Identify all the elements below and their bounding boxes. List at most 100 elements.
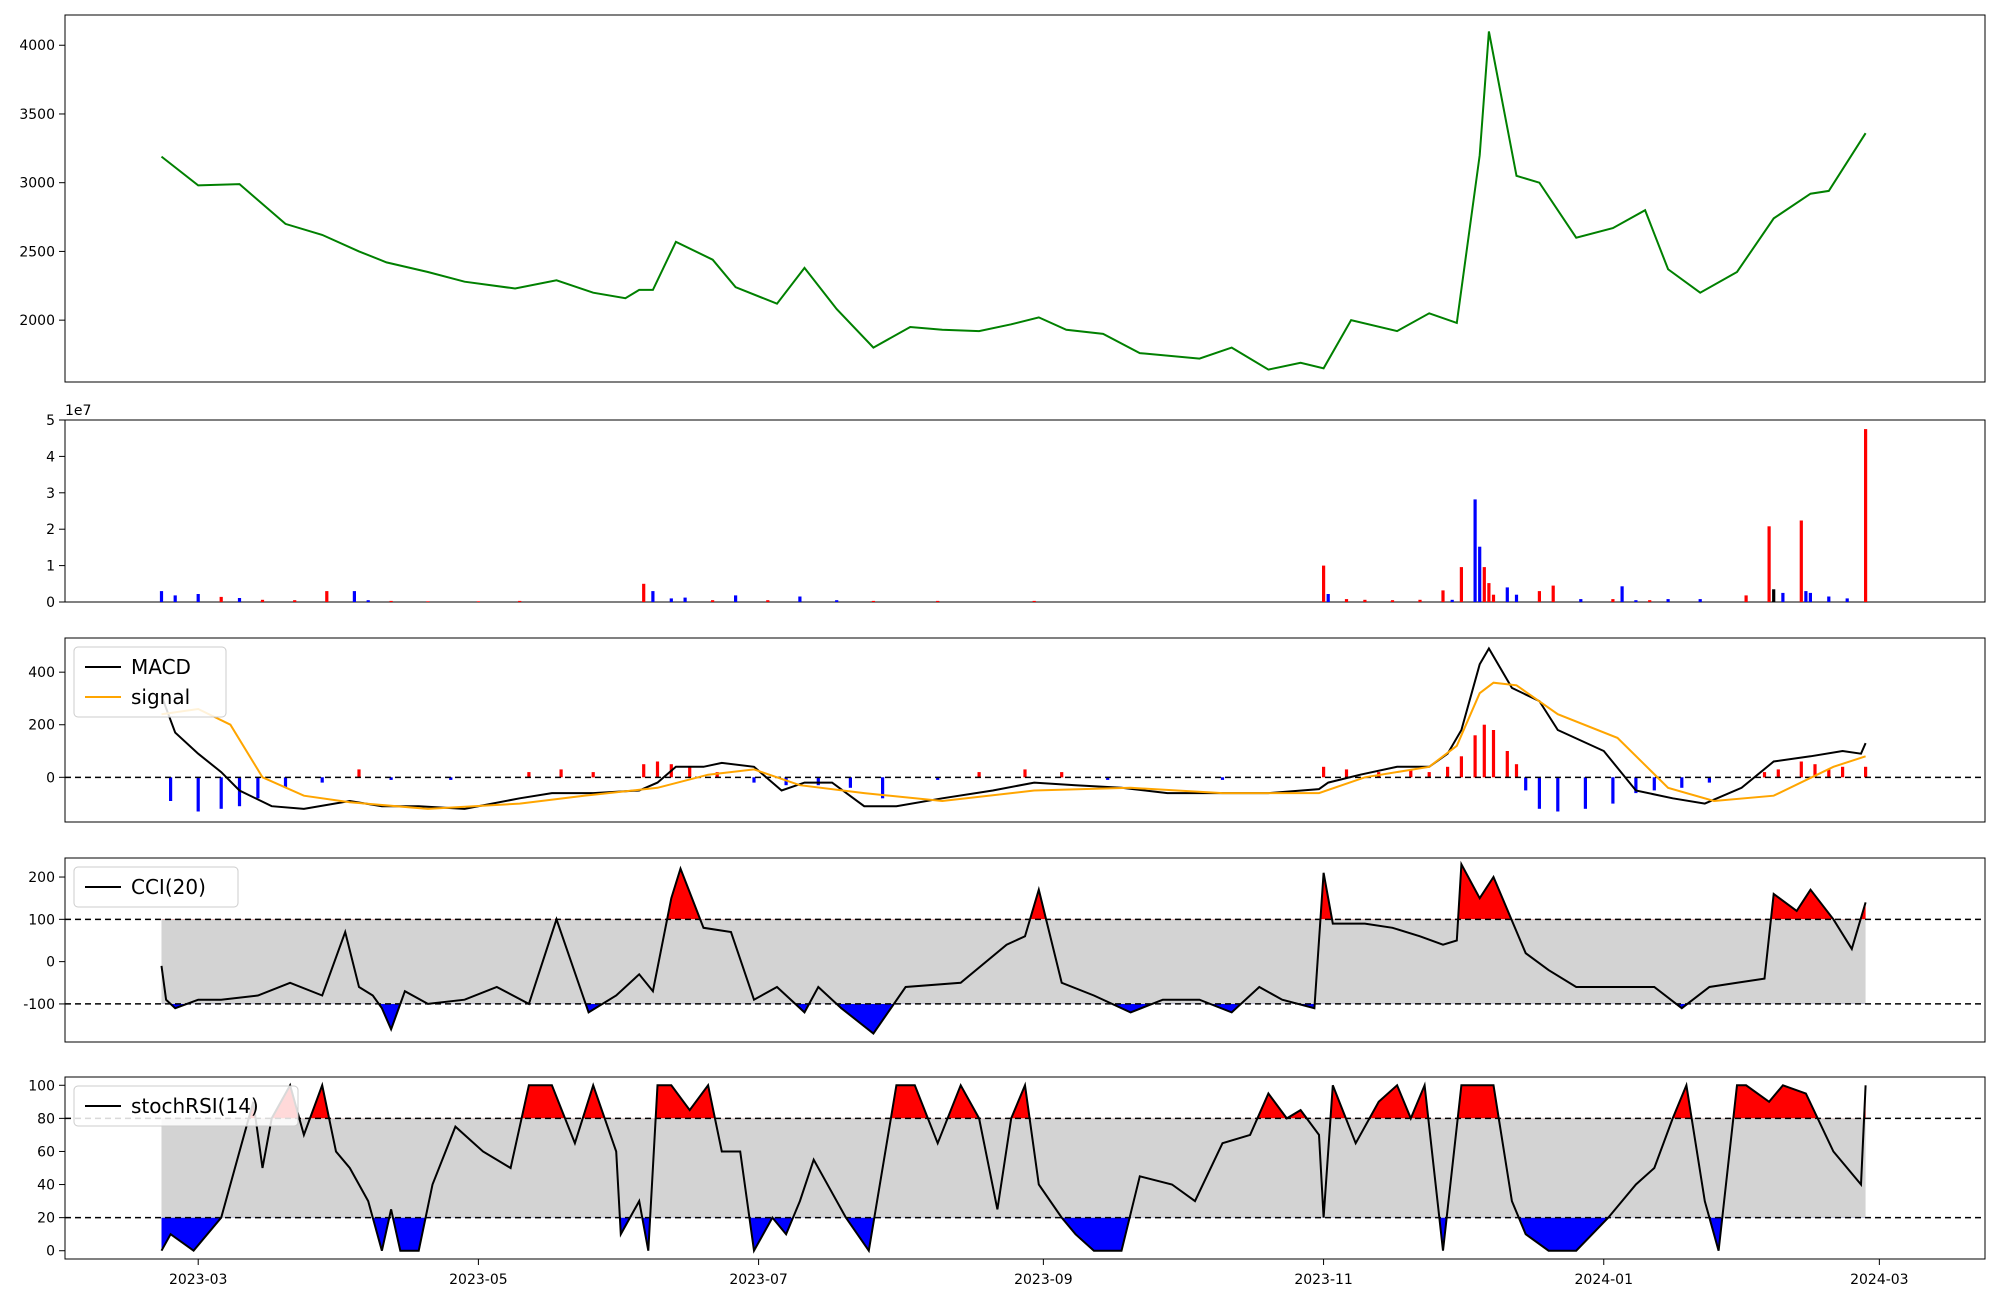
macd-histogram-bar [977,772,981,778]
volume-bar [237,598,242,602]
volume-bar [1322,565,1326,602]
macd-histogram-bar [219,777,223,809]
x-tick-label: 2023-03 [169,1272,228,1288]
volume-bar [1611,599,1615,602]
volume-bar [936,600,940,602]
x-tick-label: 2023-07 [729,1272,788,1288]
volume-bar [1648,600,1652,602]
macd-histogram-bar [1023,769,1027,778]
stochrsi-ytick-label: 20 [37,1211,55,1227]
volume-bar [1744,595,1748,602]
volume-bar [1551,585,1555,602]
macd-histogram-bar [237,777,242,807]
volume-bar [1326,594,1330,602]
stochrsi-legend-box [73,1085,299,1127]
volume-ytick-label: 1 [46,559,55,575]
volume-bar [642,583,646,602]
macd-histogram-bar [1459,756,1463,778]
volume-bar [1473,499,1477,602]
macd-histogram-bar [1707,777,1711,783]
volume-bar [1344,599,1349,602]
macd-ytick-label: 0 [46,770,55,786]
stochrsi-ytick-label: 100 [28,1078,55,1094]
macd-histogram-bar [1344,769,1349,778]
volume-multiplier-label: 1e7 [65,403,91,419]
macd-histogram-bar [1322,766,1326,778]
volume-panel: 0 1 2 3 4 5 1e7 [46,403,1986,611]
volume-bar [683,597,687,602]
macd-histogram-bar [1813,764,1817,778]
macd-histogram-bar [1799,761,1803,778]
macd-signal-line [161,681,1866,810]
macd-histogram-bar [1537,777,1541,809]
volume-bar [1804,591,1808,602]
volume-bar [766,600,770,602]
macd-histogram-bar [655,761,660,778]
volume-bar [1537,591,1541,602]
volume-bar [1634,600,1638,602]
macd-histogram-bar [1583,777,1587,809]
volume-bar [1772,589,1776,602]
macd-histogram-bar [1841,766,1845,778]
volume-bar [426,601,430,602]
macd-histogram-bar [389,777,393,780]
volume-bar [352,591,356,602]
macd-histogram-bar [1762,772,1767,778]
volume-bar [219,596,223,602]
price-frame [64,14,1986,383]
macd-histogram-bar [1446,766,1450,778]
macd-ytick-label: 400 [28,665,55,681]
volume-ytick-label: 2 [46,522,55,538]
price-ytick-label: 3500 [19,107,55,123]
macd-histogram-bar [1514,764,1519,778]
volume-bar [1514,594,1519,602]
volume-bar [1666,599,1670,602]
macd-histogram-bar [527,772,531,778]
macd-histogram-bar [1482,724,1486,778]
volume-bar [1482,567,1486,602]
macd-histogram-bar [881,777,885,799]
macd-legend-box [73,646,227,718]
macd-histogram-bar [848,777,852,788]
macd-histogram-bar [688,766,692,778]
macd-panel: 0 200 400 MACD signal [28,637,1986,823]
volume-bar [1487,583,1491,602]
cci-line [160,860,1867,1035]
volume-bar [293,600,297,602]
stochrsi-ytick-label: 60 [37,1144,55,1160]
macd-histogram-bar [816,777,820,786]
volume-bar [389,600,393,602]
volume-bar [1478,546,1482,602]
volume-bar [1579,599,1583,602]
price-ytick-label: 2500 [19,244,55,260]
macd-histogram-bar [1680,777,1684,788]
macd-legend-label: signal [131,685,190,709]
cci-ytick-label: -100 [23,997,55,1013]
macd-histogram-bar [1652,777,1656,791]
macd-ytick-label: 200 [28,718,55,734]
cci-legend-box [73,866,239,908]
volume-bar [260,599,265,602]
price-ytick-label: 4000 [19,38,55,54]
volume-bar [734,595,738,602]
macd-histogram-bar [1106,777,1110,780]
cci-ytick-label: 0 [46,955,55,971]
volume-bar [1363,599,1367,602]
volume-bar [1808,592,1812,602]
volume-bar [1864,429,1868,602]
volume-bar [835,600,839,602]
macd-histogram-bar [1491,730,1496,778]
macd-histogram-bar [1427,772,1431,778]
macd-histogram-bar [1827,769,1831,778]
volume-bar [1698,599,1702,602]
price-line [160,31,1867,371]
volume-bar [1799,520,1803,602]
x-axis: 2023-03 2023-05 2023-07 2023-09 2023-11 2024-… [169,1259,1909,1288]
price-ytick-label: 2000 [19,313,55,329]
stochrsi-panel: 0 20 40 60 80 100 stochRSI(14) [28,1076,1986,1260]
volume-bar [1827,596,1831,602]
volume-ytick-label: 0 [46,595,55,611]
volume-bar [476,601,480,602]
volume-bar [1505,587,1509,602]
